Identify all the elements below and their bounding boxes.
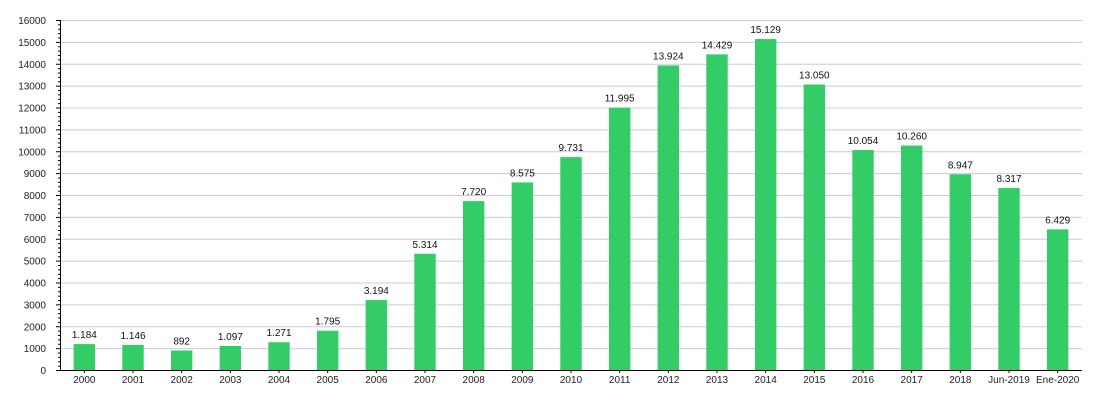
bar-2010 [560, 157, 582, 370]
x-tick-label: 2004 [268, 375, 291, 386]
x-tick-label: 2011 [609, 375, 631, 386]
bar-2008 [462, 201, 485, 370]
y-tick-label: 11000 [19, 125, 47, 136]
y-tick-label: 4000 [24, 279, 47, 290]
x-tick-label: 2013 [706, 375, 729, 386]
data-label-2009: 8.575 [510, 168, 535, 179]
bar-2016 [852, 150, 874, 370]
bar-2015 [803, 84, 826, 370]
data-label-Ene-2020: 6.429 [1045, 215, 1070, 226]
x-tick-label: 2018 [949, 375, 972, 386]
bar-2005 [316, 330, 339, 370]
y-tick-label: 12000 [18, 104, 46, 115]
bar-Jun-2019 [998, 188, 1020, 370]
data-label-2018: 8.947 [948, 160, 973, 171]
x-tick-label: 2007 [414, 375, 437, 386]
y-tick-label: 13000 [18, 82, 46, 93]
x-tick-label: 2014 [755, 375, 778, 386]
x-tick-label: 2002 [171, 375, 194, 386]
data-label-2005: 1.795 [315, 317, 340, 328]
data-label-2013: 14.429 [702, 40, 733, 51]
data-label-2014: 15.129 [750, 25, 781, 36]
x-tick-label: 2017 [901, 375, 924, 386]
y-tick-label: 15000 [18, 38, 46, 49]
data-label-2001: 1.146 [120, 331, 145, 342]
data-label-2000: 1.184 [72, 330, 97, 341]
bar-2007 [414, 253, 436, 370]
x-tick-label: 2003 [219, 375, 242, 386]
y-tick-label: 1000 [24, 344, 47, 355]
y-tick-label: 2000 [24, 322, 47, 333]
data-label-2004: 1.271 [266, 328, 291, 339]
x-tick-label: 2001 [122, 375, 145, 386]
y-tick-label: 9000 [24, 169, 47, 180]
x-tick-label: Jun-2019 [988, 375, 1030, 386]
data-label-2003: 1.097 [218, 332, 243, 343]
data-label-2012: 13.924 [653, 51, 684, 62]
y-tick-label: 6000 [24, 235, 47, 246]
data-label-2008: 7.720 [461, 187, 486, 198]
bar-2004 [268, 342, 290, 370]
data-labels: 1.184 1.146 892 1.097 1.271 1.795 3.194 5.314 7.… [72, 25, 1071, 347]
y-tick-label: 3000 [24, 300, 47, 311]
bar-2003 [219, 346, 242, 370]
x-tick-label: 2008 [463, 375, 486, 386]
bar-2002 [170, 350, 193, 370]
bar-2013 [706, 54, 728, 370]
data-label-2006: 3.194 [364, 286, 389, 297]
data-label-2016: 10.054 [848, 136, 879, 147]
bar-2011 [608, 107, 631, 370]
x-tick-label: 2009 [511, 375, 534, 386]
y-tick-label: 0 [40, 366, 46, 377]
data-label-2015: 13.050 [799, 71, 830, 82]
data-label-2007: 5.314 [412, 240, 437, 251]
data-label-Jun-2019: 8.317 [996, 174, 1021, 185]
bars [73, 39, 1069, 370]
x-tick-label: 2012 [657, 375, 680, 386]
bar-2001 [122, 344, 144, 370]
x-tick-label: 2015 [803, 375, 826, 386]
x-tick-label: 2016 [852, 375, 875, 386]
bar-2000 [73, 344, 96, 370]
bar-2009 [511, 182, 534, 370]
data-label-2011: 11.995 [605, 94, 635, 105]
x-tick-label: 2010 [560, 375, 583, 386]
y-tick-label: 5000 [24, 257, 47, 268]
x-tick-label: 2006 [365, 375, 388, 386]
bar-2006 [365, 300, 388, 370]
y-axis-ticks: 0 1000 2000 3000 4000 5000 6000 7000 8000 9000 100… [18, 16, 60, 377]
data-label-2010: 9.731 [558, 143, 583, 154]
bar-2014 [754, 39, 777, 370]
y-tick-label: 14000 [18, 60, 46, 71]
x-tick-label: 2005 [317, 375, 340, 386]
bar-2017 [900, 145, 923, 370]
x-axis-ticks: 2000 2001 2002 2003 2004 2005 2006 2007 2008 2009… [73, 370, 1080, 386]
data-label-2002: 892 [173, 336, 190, 347]
y-tick-label: 7000 [24, 213, 47, 224]
y-tick-label: 8000 [24, 191, 47, 202]
bar-2018 [949, 174, 972, 370]
y-tick-label: 16000 [18, 16, 46, 27]
x-tick-label: Ene-2020 [1036, 375, 1080, 386]
bar-2012 [657, 65, 680, 370]
bar-Ene-2020 [1046, 229, 1069, 370]
data-label-2017: 10.260 [896, 132, 927, 143]
y-tick-label: 10000 [18, 147, 46, 158]
x-tick-label: 2000 [73, 375, 96, 386]
